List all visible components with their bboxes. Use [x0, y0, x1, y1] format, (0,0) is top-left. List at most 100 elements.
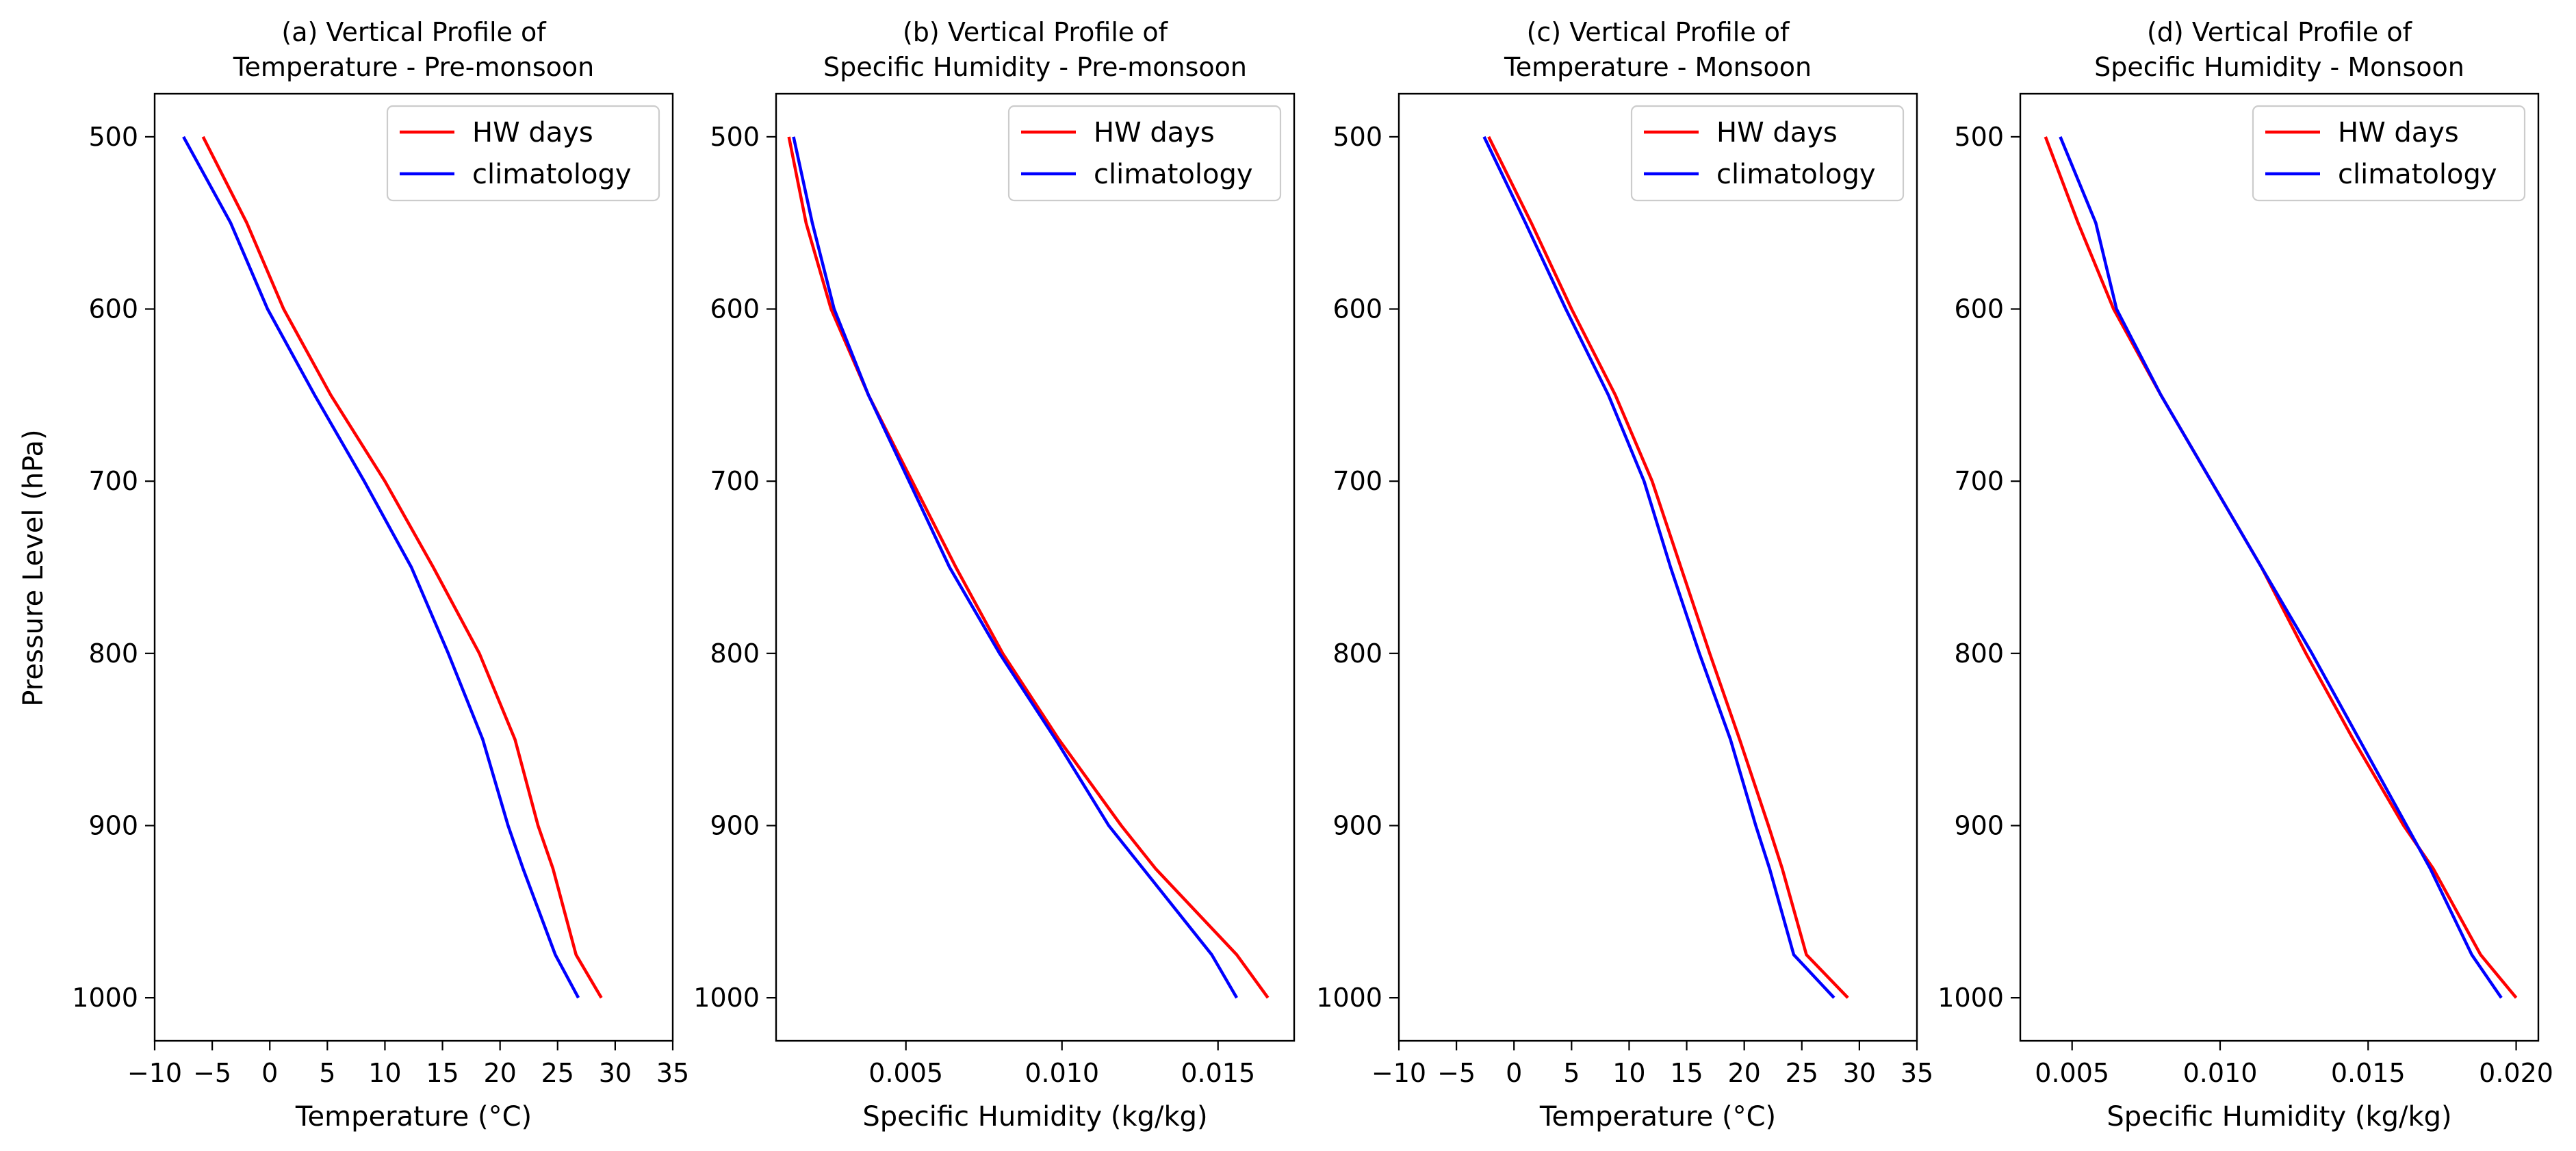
chart-title-line2: Specific Humidity - Pre-monsoon [823, 52, 1247, 82]
y-tick-label: 900 [1954, 810, 2004, 840]
series-line-climatology [792, 136, 1239, 999]
chart-title-line1: (a) Vertical Profile of [281, 17, 547, 47]
series-group [1482, 135, 1849, 999]
x-tick-label: 0.015 [1181, 1058, 1255, 1088]
legend-label: climatology [2338, 159, 2497, 190]
legend: HW days climatology [1630, 105, 1905, 202]
x-tick-label: 5 [319, 1058, 335, 1088]
y-tick-label: 700 [710, 466, 760, 496]
y-tick-label: 900 [710, 810, 760, 840]
legend-label: HW days [1094, 117, 1215, 148]
chart-title-line2: Temperature - Pre-monsoon [233, 52, 594, 82]
y-tick-label: 800 [710, 638, 760, 669]
y-tick-label: 1000 [1937, 983, 2004, 1013]
y-tick-label: 600 [710, 294, 760, 324]
chart-title-line2: Specific Humidity - Monsoon [2094, 52, 2464, 82]
legend-box [2252, 105, 2526, 202]
y-tick-label: 600 [88, 294, 138, 324]
y-tick-label: 800 [1954, 638, 2004, 669]
x-tick-label: 5 [1563, 1058, 1580, 1088]
axes-frame [1398, 92, 1918, 1042]
panel-a-temperature-pre-monsoon: (a) Vertical Profile of Temperature - Pre… [72, 17, 689, 1133]
y-tick-label: 800 [1332, 638, 1382, 669]
x-tick-label: 35 [656, 1058, 689, 1088]
chart-title-line2: Temperature - Monsoon [1504, 52, 1812, 82]
legend-box [1630, 105, 1905, 202]
x-axis-label: Temperature (°C) [1539, 1101, 1776, 1133]
series-line-hw-days [201, 135, 603, 999]
y-axis-label: Pressure Level (hPa) [18, 429, 49, 706]
x-tick-label: 25 [541, 1058, 574, 1088]
series-line-climatology [2059, 136, 2503, 999]
chart-title-line1: (c) Vertical Profile of [1527, 17, 1790, 47]
y-tick-label: 500 [88, 122, 138, 152]
legend-label: climatology [1716, 159, 1876, 190]
x-tick-label: −5 [193, 1058, 231, 1088]
x-axis-label: Temperature (°C) [295, 1101, 532, 1133]
x-axis-label: Specific Humidity (kg/kg) [862, 1101, 1207, 1133]
x-tick-label: 0.005 [2035, 1058, 2109, 1088]
y-tick-label: 600 [1954, 294, 2004, 324]
y-tick-label: 1000 [1316, 983, 1382, 1013]
x-tick-label: 25 [1786, 1058, 1818, 1088]
panel-c-temperature-monsoon: (c) Vertical Profile of Temperature - Mon… [1316, 17, 1933, 1133]
y-tick-label: 1000 [693, 983, 760, 1013]
panel-b-humidity-pre-monsoon: (b) Vertical Profile of Specific Humidity… [693, 17, 1296, 1133]
y-tick-label: 700 [1954, 466, 2004, 496]
axes-frame [2019, 92, 2540, 1042]
y-tick-label: 600 [1332, 294, 1382, 324]
y-tick-label: 900 [1332, 810, 1382, 840]
chart-title-line1: (d) Vertical Profile of [2147, 17, 2413, 47]
x-tick-label: −10 [127, 1058, 182, 1088]
x-tick-label: 35 [1901, 1058, 1933, 1088]
legend-label: HW days [472, 117, 593, 148]
series-line-hw-days [1487, 135, 1849, 999]
x-tick-label: 0 [261, 1058, 278, 1088]
y-tick-label: 500 [1954, 122, 2004, 152]
x-tick-label: 0.010 [1025, 1058, 1099, 1088]
series-line-climatology [1482, 135, 1836, 999]
legend: HW days climatology [2252, 105, 2526, 202]
x-tick-label: 20 [483, 1058, 516, 1088]
series-group [182, 135, 603, 999]
y-tick-label: 700 [1332, 466, 1382, 496]
x-tick-label: 30 [599, 1058, 632, 1088]
legend: HW days climatology [1007, 105, 1282, 202]
legend-label: climatology [472, 159, 632, 190]
x-tick-label: 30 [1843, 1058, 1876, 1088]
x-tick-label: 10 [368, 1058, 401, 1088]
x-tick-label: 0.020 [2479, 1058, 2553, 1088]
legend-label: HW days [2338, 117, 2459, 148]
x-tick-label: 20 [1727, 1058, 1760, 1088]
x-tick-label: 10 [1612, 1058, 1645, 1088]
x-tick-label: 0.015 [2331, 1058, 2406, 1088]
axes-frame [153, 92, 674, 1042]
legend-label: HW days [1716, 117, 1838, 148]
legend-box [386, 105, 660, 202]
legend-box [1007, 105, 1282, 202]
y-tick-label: 800 [88, 638, 138, 669]
y-tick-label: 500 [710, 122, 760, 152]
panel-d-humidity-monsoon: (d) Vertical Profile of Specific Humidity… [1937, 17, 2553, 1133]
chart-title-line1: (b) Vertical Profile of [903, 17, 1169, 47]
y-tick-label: 900 [88, 810, 138, 840]
x-tick-label: 0.010 [2183, 1058, 2258, 1088]
series-line-hw-days [2044, 136, 2518, 999]
x-tick-label: −5 [1437, 1058, 1476, 1088]
series-group [787, 136, 1270, 999]
x-tick-label: 0.005 [868, 1058, 943, 1088]
x-tick-label: 0 [1506, 1058, 1522, 1088]
y-tick-label: 700 [88, 466, 138, 496]
legend: HW days climatology [386, 105, 660, 202]
x-axis-label: Specific Humidity (kg/kg) [2107, 1101, 2451, 1133]
series-group [2044, 136, 2518, 999]
x-tick-label: 15 [1670, 1058, 1703, 1088]
y-tick-label: 500 [1332, 122, 1382, 152]
series-line-hw-days [787, 136, 1270, 999]
series-line-climatology [182, 135, 580, 999]
x-tick-label: 15 [426, 1058, 459, 1088]
y-tick-label: 1000 [72, 983, 138, 1013]
legend-label: climatology [1094, 159, 1253, 190]
